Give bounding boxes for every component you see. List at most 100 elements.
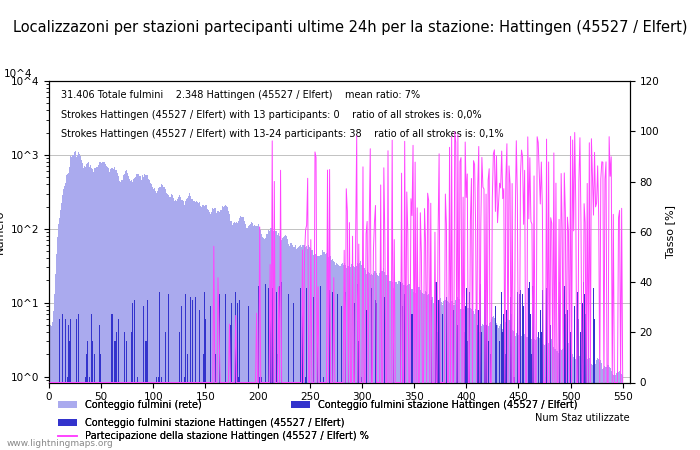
Bar bbox=[567, 310, 568, 450]
Bar bbox=[92, 169, 93, 450]
Bar bbox=[88, 162, 89, 450]
Bar bbox=[501, 292, 502, 450]
Bar bbox=[365, 310, 367, 450]
Bar bbox=[110, 169, 111, 450]
Bar bbox=[405, 284, 406, 450]
Bar bbox=[402, 306, 403, 450]
Bar bbox=[137, 377, 138, 450]
Bar bbox=[401, 284, 402, 450]
Bar bbox=[525, 336, 526, 450]
Bar bbox=[108, 168, 109, 450]
Bar bbox=[320, 255, 321, 450]
Bar bbox=[165, 189, 167, 450]
Bar bbox=[477, 310, 478, 450]
Bar bbox=[289, 247, 290, 450]
Bar bbox=[373, 273, 374, 450]
Bar bbox=[430, 301, 431, 450]
Bar bbox=[452, 301, 453, 450]
Bar bbox=[622, 375, 623, 450]
Bar bbox=[124, 174, 125, 450]
Bar bbox=[150, 184, 152, 450]
Bar bbox=[223, 207, 224, 450]
Bar bbox=[587, 359, 588, 450]
Bar bbox=[559, 349, 561, 450]
Bar bbox=[455, 300, 456, 450]
Bar bbox=[239, 218, 240, 450]
Bar bbox=[439, 299, 440, 450]
Bar bbox=[567, 343, 568, 450]
Legend: Conteggio fulmini (rete): Conteggio fulmini (rete) bbox=[54, 396, 206, 414]
Bar bbox=[331, 260, 332, 450]
Bar bbox=[469, 292, 470, 450]
Bar bbox=[353, 266, 354, 450]
Bar bbox=[286, 236, 287, 450]
Bar bbox=[237, 223, 238, 450]
Bar bbox=[375, 300, 376, 450]
Bar bbox=[340, 265, 342, 450]
Bar bbox=[184, 205, 185, 450]
Bar bbox=[446, 301, 447, 450]
Bar bbox=[82, 163, 83, 450]
Bar bbox=[471, 309, 472, 450]
Bar bbox=[210, 306, 211, 450]
Bar bbox=[140, 176, 141, 450]
Bar bbox=[298, 247, 299, 450]
Bar bbox=[165, 332, 167, 450]
Bar bbox=[75, 151, 76, 450]
Bar bbox=[494, 318, 495, 450]
Bar bbox=[291, 245, 293, 450]
Bar bbox=[480, 284, 482, 450]
Bar bbox=[392, 282, 393, 450]
Bar bbox=[463, 308, 465, 450]
Bar bbox=[490, 322, 491, 450]
Bar bbox=[603, 368, 604, 450]
Bar bbox=[503, 328, 504, 450]
Bar bbox=[574, 358, 575, 450]
Bar bbox=[459, 299, 461, 450]
Bar bbox=[390, 281, 391, 450]
Bar bbox=[203, 354, 204, 450]
Bar bbox=[109, 172, 110, 450]
Bar bbox=[205, 205, 206, 450]
Bar bbox=[154, 188, 155, 450]
Bar bbox=[501, 328, 502, 450]
Bar bbox=[363, 268, 365, 450]
Bar bbox=[594, 364, 595, 450]
Bar bbox=[357, 263, 358, 450]
Bar bbox=[177, 199, 178, 450]
Bar bbox=[63, 189, 64, 450]
Bar bbox=[114, 166, 116, 450]
Bar bbox=[351, 264, 352, 450]
Bar bbox=[208, 210, 209, 450]
Bar bbox=[508, 320, 510, 450]
Bar bbox=[601, 363, 603, 450]
Bar bbox=[352, 268, 353, 450]
Bar bbox=[164, 187, 165, 450]
Legend: Conteggio fulmini stazione Hattingen (45527 / Elfert): Conteggio fulmini stazione Hattingen (45… bbox=[54, 414, 349, 432]
Bar bbox=[139, 176, 140, 450]
Bar bbox=[211, 212, 212, 450]
Bar bbox=[419, 287, 420, 450]
Bar bbox=[173, 198, 174, 450]
Bar bbox=[69, 342, 71, 450]
Bar bbox=[384, 297, 386, 450]
Bar bbox=[91, 314, 92, 450]
Bar bbox=[520, 290, 521, 450]
Bar bbox=[131, 180, 132, 450]
Bar bbox=[553, 346, 554, 450]
Bar bbox=[340, 306, 342, 450]
Bar bbox=[370, 275, 371, 450]
Bar bbox=[267, 230, 269, 450]
Bar bbox=[179, 332, 180, 450]
Bar bbox=[233, 223, 234, 450]
Bar bbox=[492, 317, 493, 450]
Bar bbox=[76, 155, 78, 450]
Bar bbox=[301, 247, 302, 450]
Bar bbox=[499, 326, 500, 450]
Bar bbox=[273, 231, 274, 450]
Bar bbox=[253, 226, 254, 450]
Bar bbox=[505, 322, 506, 450]
Bar bbox=[144, 174, 146, 450]
Bar bbox=[71, 157, 73, 450]
Bar bbox=[134, 300, 135, 450]
